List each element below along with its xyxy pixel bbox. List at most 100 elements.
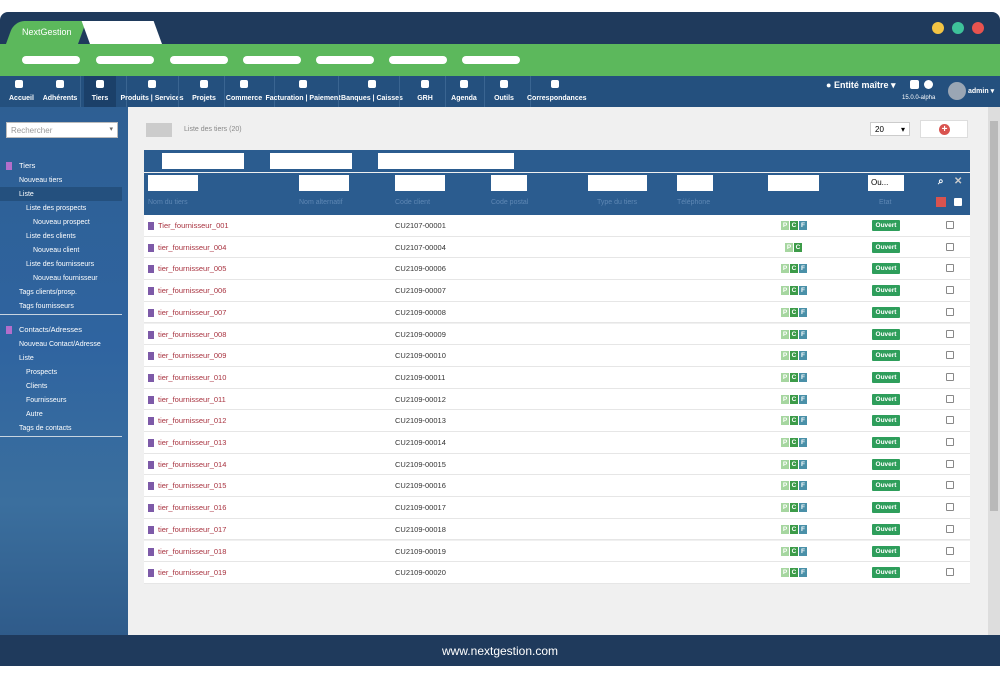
columns-button[interactable]: [936, 197, 946, 207]
menu-item[interactable]: Liste des prospects: [26, 205, 87, 212]
menu-item[interactable]: Tags clients/prosp.: [19, 289, 77, 296]
menu-item[interactable]: Liste des clients: [26, 233, 76, 240]
row-checkbox[interactable]: [946, 351, 954, 360]
filter-input[interactable]: [491, 175, 527, 191]
nav-item[interactable]: Adhérents: [42, 95, 78, 102]
nav-item[interactable]: Accueil: [9, 95, 34, 102]
tier-icon: [148, 569, 154, 578]
nav-item[interactable]: Produits | Services: [120, 95, 184, 102]
tier-name[interactable]: tier_fournisseur_014: [158, 459, 227, 469]
row-checkbox[interactable]: [946, 242, 954, 251]
row-checkbox[interactable]: [946, 264, 954, 273]
row-checkbox[interactable]: [946, 459, 954, 468]
filter-select[interactable]: [768, 175, 819, 191]
filter-input[interactable]: [148, 175, 198, 191]
tier-name[interactable]: Tier_fournisseur_001: [158, 221, 229, 230]
footer-url[interactable]: www.nextgestion.com: [441, 644, 559, 658]
section-title[interactable]: Contacts/Adresses: [19, 325, 82, 334]
tier-name[interactable]: tier_fournisseur_006: [158, 286, 227, 296]
menu-item[interactable]: Prospects: [26, 369, 58, 376]
section-title[interactable]: Tiers: [19, 161, 36, 170]
entity-selector[interactable]: ● Entité maître ▾: [826, 80, 896, 90]
column-header[interactable]: Nom alternatif: [299, 199, 343, 206]
tier-name[interactable]: tier_fournisseur_008: [158, 329, 227, 339]
menu-item[interactable]: Liste: [19, 191, 34, 198]
row-checkbox[interactable]: [946, 221, 954, 229]
tier-name[interactable]: tier_fournisseur_017: [158, 524, 227, 534]
tier-name[interactable]: tier_fournisseur_011: [158, 394, 226, 404]
filter-select[interactable]: [588, 175, 647, 191]
menu-item[interactable]: Liste des fournisseurs: [26, 261, 95, 268]
tier-name[interactable]: tier_fournisseur_009: [158, 351, 227, 361]
column-header[interactable]: Type du tiers: [597, 199, 638, 206]
menu-item[interactable]: Nouveau client: [33, 247, 80, 254]
row-checkbox[interactable]: [946, 524, 954, 533]
row-checkbox[interactable]: [946, 394, 954, 403]
tag-filter[interactable]: [162, 153, 244, 169]
user-filter[interactable]: [378, 153, 514, 169]
tab[interactable]: [81, 21, 163, 45]
nav-item[interactable]: Facturation | Paiement: [265, 95, 341, 102]
tier-name[interactable]: tier_fournisseur_019: [158, 568, 227, 578]
tag-filter[interactable]: [270, 153, 352, 169]
column-header[interactable]: Code postal: [491, 199, 529, 206]
tier-name[interactable]: tier_fournisseur_015: [158, 481, 227, 491]
client-code: CU2109-00012: [395, 394, 446, 404]
nav-item[interactable]: GRH: [417, 95, 433, 102]
menu-item[interactable]: Nouveau tiers: [19, 177, 63, 184]
column-header[interactable]: Téléphone: [677, 199, 711, 206]
column-header[interactable]: Etat: [879, 199, 892, 206]
print-icon[interactable]: [910, 80, 919, 89]
user-menu[interactable]: admin ▾: [968, 88, 995, 95]
tier-name[interactable]: tier_fournisseur_005: [158, 264, 227, 274]
nav-item[interactable]: Banques | Caisses: [341, 95, 403, 102]
list-icon: [146, 123, 172, 137]
filter-input[interactable]: [299, 175, 349, 191]
status-filter[interactable]: Ou...: [868, 175, 904, 191]
menu-item[interactable]: Liste: [19, 355, 34, 362]
filter-input[interactable]: [395, 175, 445, 191]
nav-item[interactable]: Tiers: [91, 95, 109, 102]
search-button[interactable]: ⌕: [938, 176, 944, 187]
menu-item[interactable]: Tags fournisseurs: [19, 303, 74, 310]
row-checkbox[interactable]: [946, 568, 954, 577]
menu-item[interactable]: Clients: [26, 383, 48, 390]
column-header[interactable]: Nom du tiers: [148, 199, 188, 206]
row-checkbox[interactable]: [946, 372, 954, 381]
row-checkbox[interactable]: [946, 546, 954, 555]
tier-name[interactable]: tier_fournisseur_010: [158, 372, 227, 382]
tier-name[interactable]: tier_fournisseur_004: [158, 242, 227, 252]
column-header[interactable]: Code client: [395, 199, 431, 206]
row-checkbox[interactable]: [946, 503, 954, 512]
tier-name[interactable]: tier_fournisseur_013: [158, 438, 227, 447]
theme-icon[interactable]: [924, 80, 933, 89]
menu-item[interactable]: Nouveau fournisseur: [33, 275, 98, 282]
row-checkbox[interactable]: [946, 481, 954, 490]
row-checkbox[interactable]: [946, 307, 954, 316]
page-size-select[interactable]: 20 ▾: [870, 122, 910, 136]
select-all[interactable]: [954, 198, 962, 206]
menu-item[interactable]: Tags de contacts: [19, 425, 72, 432]
nav-item[interactable]: Correspondances: [527, 95, 587, 102]
row-checkbox[interactable]: [946, 438, 954, 446]
menu-item[interactable]: Nouveau prospect: [33, 219, 90, 226]
tier-name[interactable]: tier_fournisseur_016: [158, 503, 227, 513]
avatar[interactable]: [948, 82, 966, 100]
filter-input[interactable]: [677, 175, 713, 191]
menu-item[interactable]: Autre: [26, 411, 43, 418]
clear-button[interactable]: ✕: [954, 176, 963, 187]
row-checkbox[interactable]: [946, 286, 954, 295]
nav-item[interactable]: Commerce: [225, 95, 263, 102]
tier-name[interactable]: tier_fournisseur_007: [158, 307, 227, 317]
menu-item[interactable]: Fournisseurs: [26, 397, 67, 404]
add-button[interactable]: +: [920, 120, 968, 138]
row-checkbox[interactable]: [946, 416, 954, 425]
tier-name[interactable]: tier_fournisseur_018: [158, 546, 227, 556]
search-select[interactable]: Rechercher ▾: [6, 122, 118, 138]
nav-item[interactable]: Agenda: [451, 95, 477, 102]
tier-name[interactable]: tier_fournisseur_012: [158, 416, 227, 426]
nav-item[interactable]: Outils: [494, 95, 514, 102]
nav-item[interactable]: Projets: [192, 95, 216, 102]
row-checkbox[interactable]: [946, 329, 954, 338]
menu-item[interactable]: Nouveau Contact/Adresse: [19, 341, 101, 348]
